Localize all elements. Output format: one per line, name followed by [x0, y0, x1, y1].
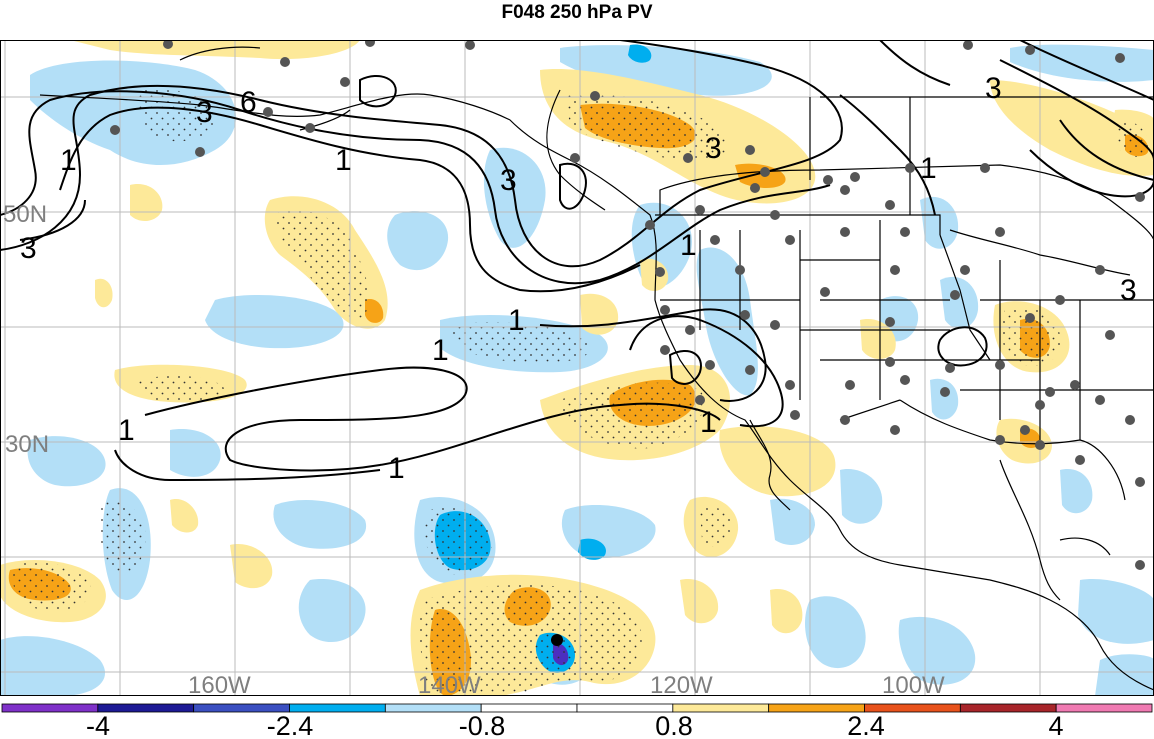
lon-label-120w: 120W — [650, 672, 713, 699]
contour-label: 1 — [60, 144, 77, 177]
contour-label: 1 — [388, 452, 405, 485]
colorbar-tick-label: -4 — [86, 711, 110, 739]
contour-label: 3 — [985, 72, 1002, 105]
map-title: F048 250 hPa PV — [501, 2, 653, 23]
lon-label-140w: 140W — [418, 672, 481, 699]
lon-label-160w: 160W — [188, 672, 251, 699]
lon-label-100w: 100W — [882, 672, 945, 699]
lat-label-50n: 50N — [3, 201, 47, 228]
lat-lon-grid — [0, 40, 1154, 696]
colorbar-tick-label: 2.4 — [847, 711, 885, 739]
contour-label: 1 — [920, 152, 937, 185]
colorbar-tick-label: 4 — [1048, 711, 1063, 739]
colorbar-tick-label: -2.4 — [267, 711, 314, 739]
contour-label: 6 — [240, 86, 257, 119]
pv-contours — [0, 40, 1154, 482]
colorbar-segment — [97, 703, 195, 713]
contour-label: 1 — [508, 304, 525, 337]
storm-center-marker — [551, 634, 563, 646]
contour-label: 1 — [118, 414, 135, 447]
contour-label: 3 — [705, 132, 722, 165]
lat-label-30n: 30N — [5, 431, 49, 458]
colorbar-segment — [959, 703, 1057, 713]
colorbar-tick-label: 0.8 — [655, 711, 693, 739]
colorbar — [1, 703, 1153, 713]
contour-label: 1 — [432, 334, 449, 367]
colorbar-segment — [1055, 703, 1153, 713]
contour-label: 3 — [20, 232, 37, 265]
coastlines-and-borders — [39, 46, 1154, 691]
contour-label: 1 — [335, 144, 352, 177]
contour-label: 3 — [500, 164, 517, 197]
contour-label: 3 — [1120, 274, 1137, 307]
station-markers — [110, 40, 1145, 570]
contour-label: 1 — [680, 229, 697, 262]
colorbar-ticks: -4 -2.4 -0.8 0.8 2.4 4 — [86, 711, 1064, 739]
significance-stippling — [13, 88, 1149, 696]
contour-label: 3 — [196, 96, 213, 129]
contour-label: 1 — [700, 406, 717, 439]
colorbar-tick-label: -0.8 — [459, 711, 506, 739]
contour-labels: 3 6 1 3 3 1 3 1 1 1 1 1 1 1 3 3 — [20, 72, 1137, 485]
colorbar-segment — [1, 703, 99, 713]
